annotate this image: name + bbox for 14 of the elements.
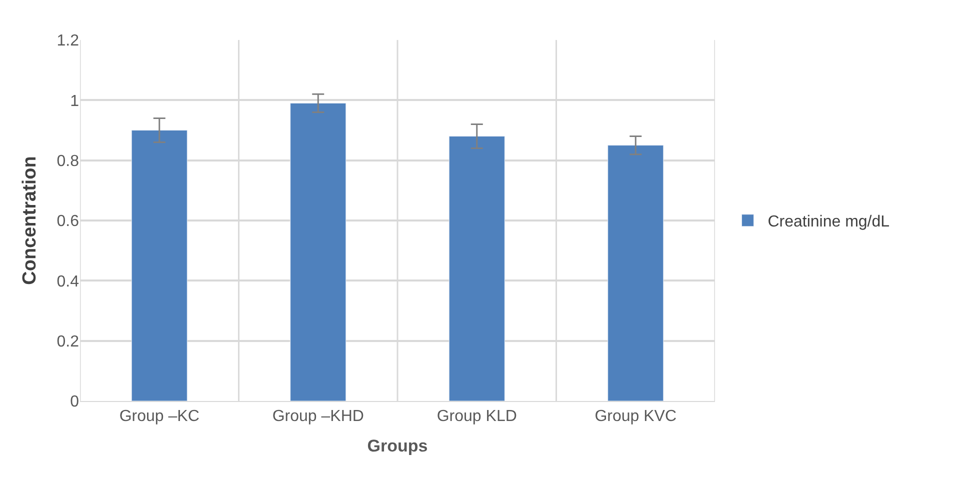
x-tick-label: Group –KHD [272, 408, 364, 426]
legend-label: Creatinine mg/dL [768, 214, 890, 231]
y-tick-label: 0.2 [56, 333, 80, 350]
y-tick-label: 0 [70, 394, 80, 411]
y-tick-label: 0.8 [56, 152, 80, 170]
y-tick-label: 0.6 [56, 213, 80, 230]
y-tick-label: 1 [70, 92, 80, 110]
x-tick-label: Group KLD [436, 408, 517, 426]
y-tick-label: 0.4 [56, 273, 80, 290]
x-tick-label: Group KVC [594, 408, 677, 426]
x-tick-label: Group –KC [119, 408, 200, 426]
y-axis-title: Concentration [20, 156, 41, 285]
y-tick-label: 1.2 [56, 32, 80, 50]
x-axis-title: Groups [367, 436, 428, 456]
